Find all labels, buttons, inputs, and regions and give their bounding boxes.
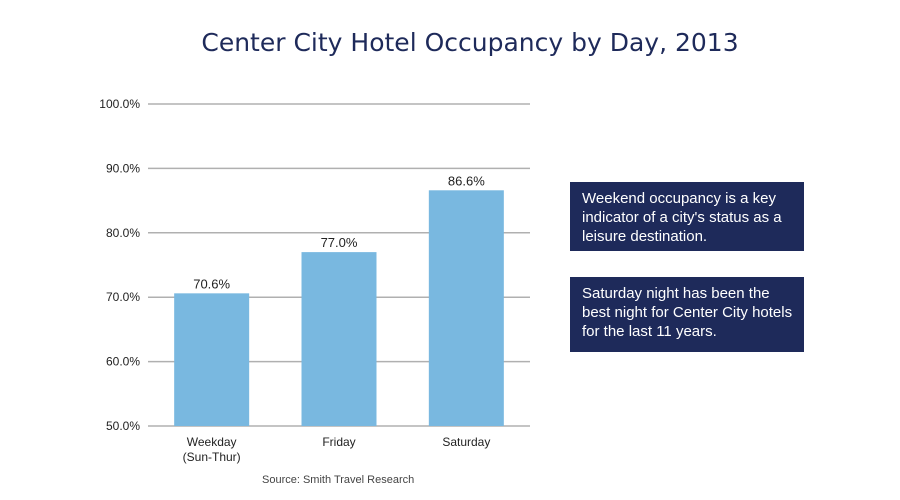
chart-title: Center City Hotel Occupancy by Day, 2013 [201,28,739,57]
x-category-label: Weekday [187,435,237,449]
y-tick-label: 60.0% [106,355,140,369]
source-note: Source: Smith Travel Research [262,474,415,486]
callout-saturday-night: Saturday night has been the best night f… [570,277,804,352]
y-tick-label: 90.0% [106,161,140,175]
y-tick-label: 80.0% [106,226,140,240]
x-category-label: (Sun-Thur) [183,450,241,464]
x-category-label: Friday [322,435,355,449]
bar [174,293,250,426]
bar [428,190,504,426]
data-label: 86.6% [448,173,485,188]
data-label: 70.6% [193,276,230,291]
x-category-label: Saturday [442,435,490,449]
y-tick-label: 100.0% [99,97,140,111]
bar [301,252,377,426]
callout-weekend-occupancy: Weekend occupancy is a key indicator of … [570,182,804,251]
y-tick-label: 50.0% [106,419,140,433]
y-tick-label: 70.0% [106,290,140,304]
data-label: 77.0% [321,235,358,250]
